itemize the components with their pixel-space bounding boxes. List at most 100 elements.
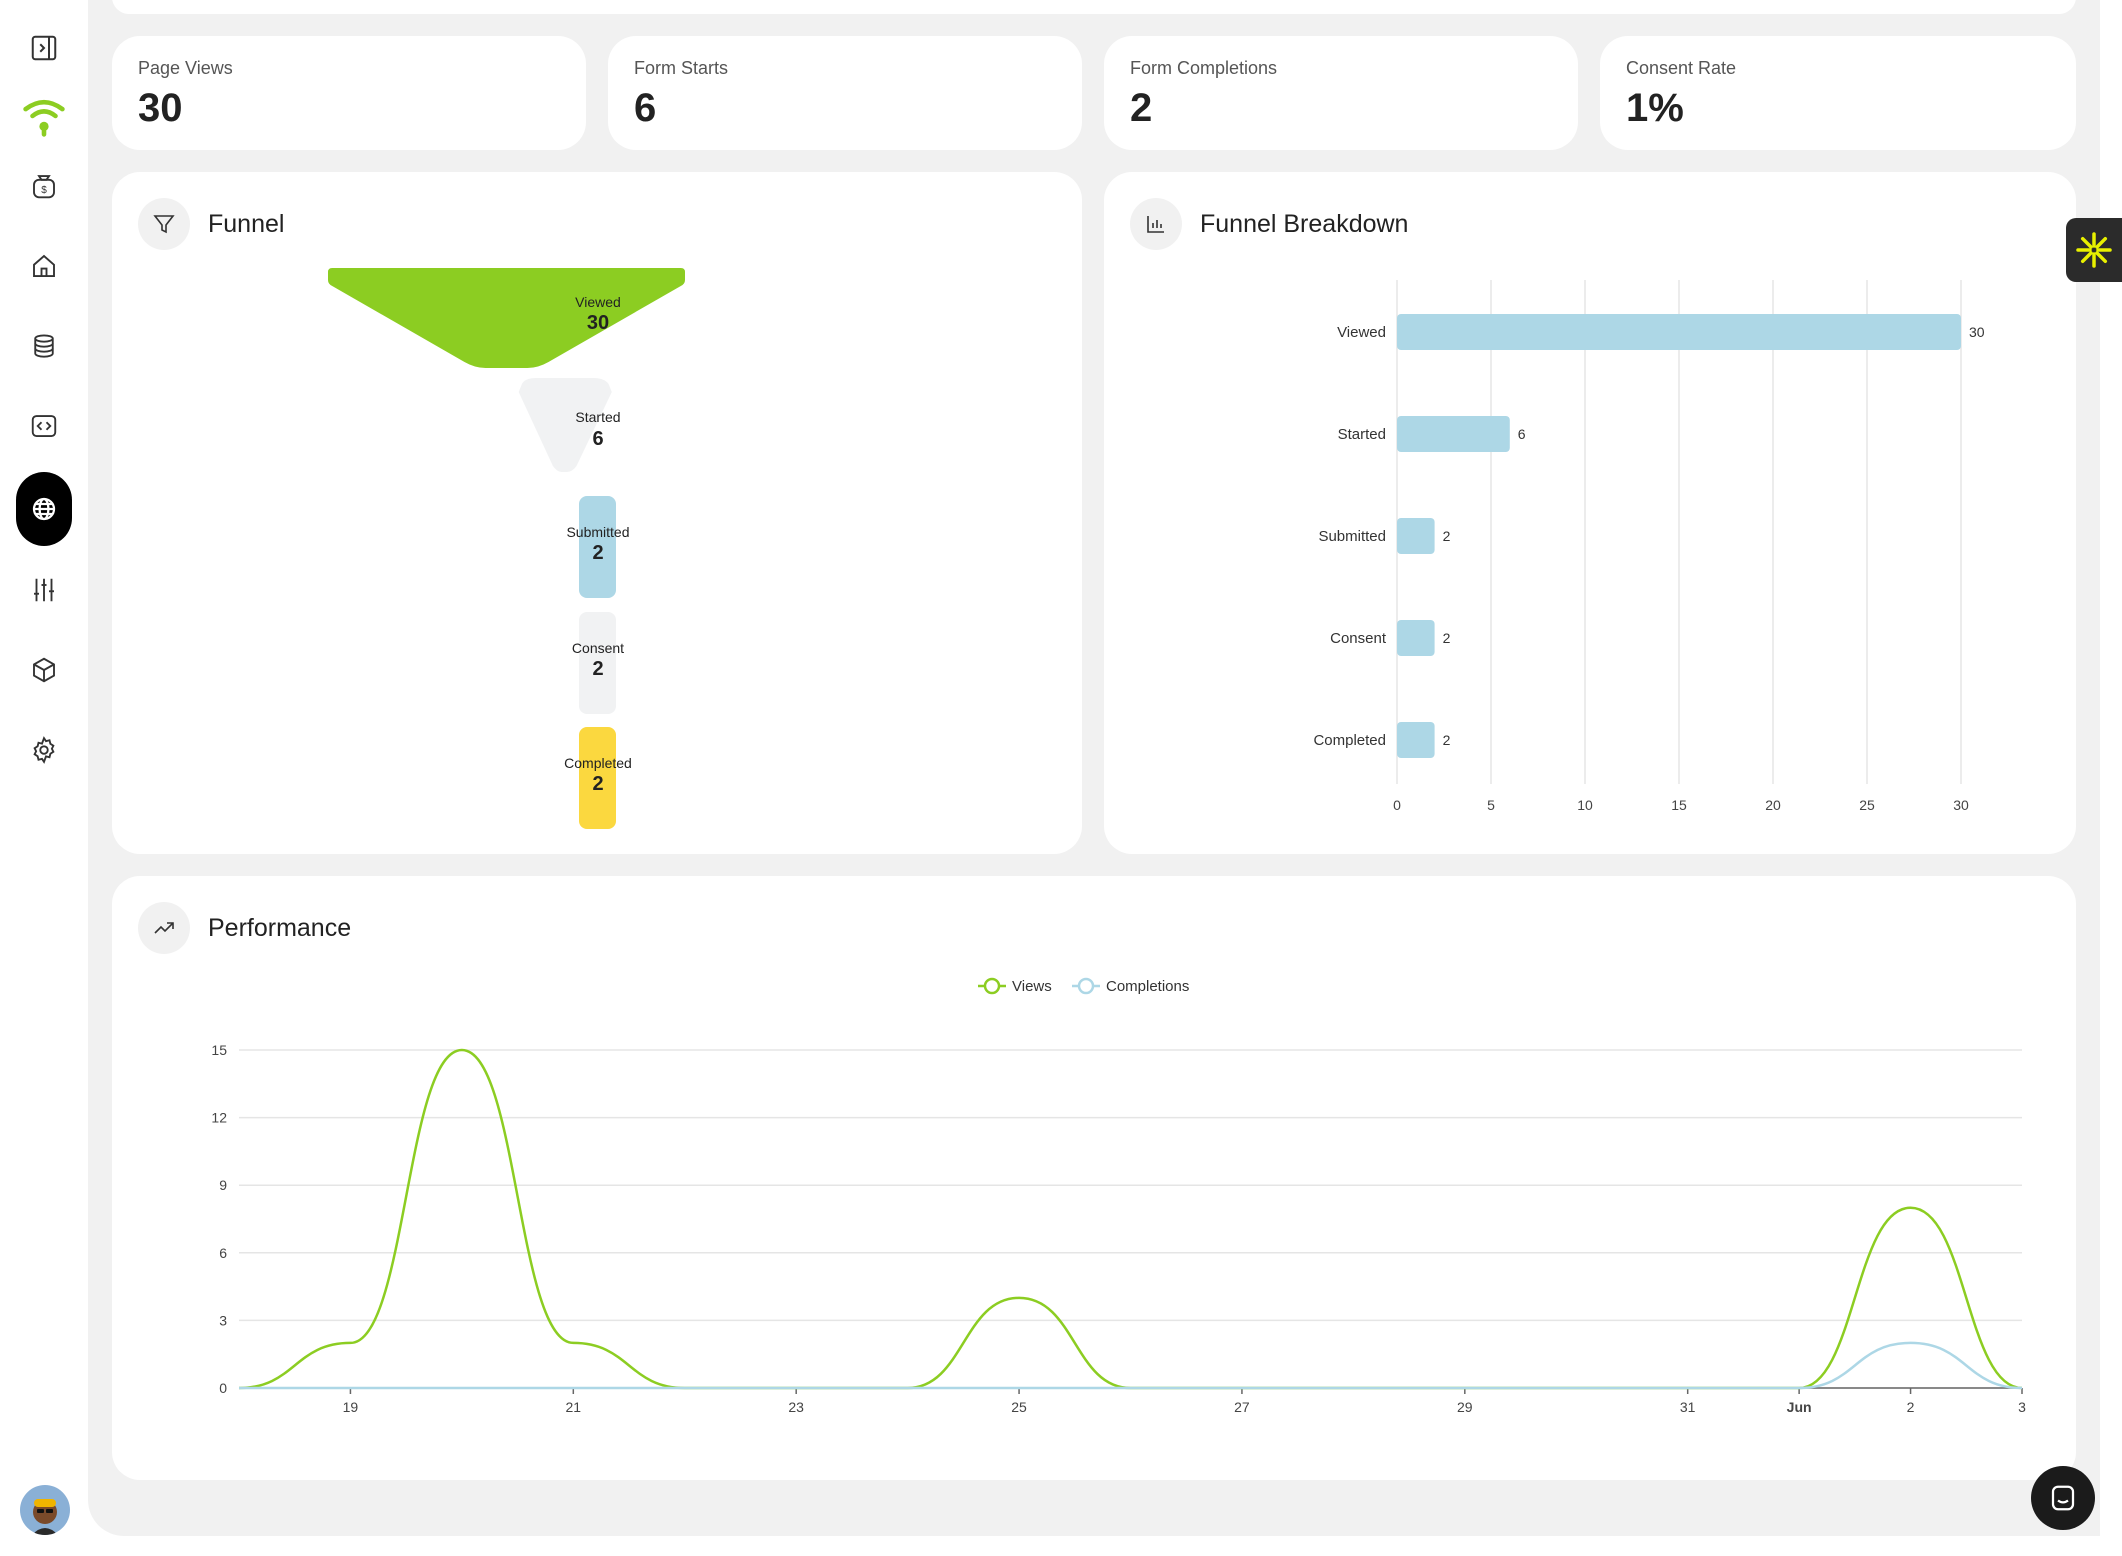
x-tick-label: 27 <box>1234 1399 1250 1415</box>
stat-card-consent-rate: Consent Rate 1% <box>1600 36 2076 150</box>
svg-text:$: $ <box>41 185 47 196</box>
performance-header-icon <box>138 902 190 954</box>
sidebar-item-products[interactable] <box>16 642 72 698</box>
bar-data-label: 2 <box>1443 630 1451 646</box>
money-bag-icon: $ <box>33 175 55 199</box>
funnel-title: Funnel <box>208 210 285 238</box>
stat-value: 2 <box>1130 86 1153 130</box>
funnel-label-completed: Completed <box>564 755 632 771</box>
stat-label: Consent Rate <box>1626 58 1737 78</box>
bar-data-label: 2 <box>1443 732 1451 748</box>
sidebar-item-home[interactable] <box>16 238 72 294</box>
y-tick-label: 3 <box>219 1312 227 1328</box>
y-tick-label: 12 <box>211 1110 227 1126</box>
bar <box>1397 620 1435 656</box>
stat-value: 6 <box>634 86 657 130</box>
x-tick-label: 3 <box>2018 1399 2026 1415</box>
user-avatar-icon <box>32 1499 58 1535</box>
globe-icon <box>32 497 56 521</box>
x-tick-label: 0 <box>1393 797 1401 813</box>
bar-data-label: 30 <box>1969 324 1985 340</box>
funnel-stage-submitted <box>579 496 616 598</box>
funnel-value-submitted: 2 <box>592 542 604 564</box>
y-category-label: Started <box>1338 426 1386 443</box>
chat-support-button[interactable] <box>2031 1466 2095 1530</box>
x-tick-label: 19 <box>343 1399 359 1415</box>
y-tick-label: 6 <box>219 1245 227 1261</box>
bar <box>1397 314 1961 350</box>
database-icon <box>34 334 54 358</box>
x-tick-label: 2 <box>1907 1399 1915 1415</box>
y-category-label: Viewed <box>1337 324 1386 341</box>
stat-label: Page Views <box>138 58 233 78</box>
legend-marker <box>1077 977 1095 995</box>
sidebar-toggle-button[interactable] <box>16 20 72 76</box>
sidebar-item-billing[interactable]: $ <box>16 158 72 214</box>
stat-label: Form Completions <box>1130 58 1278 78</box>
gear-icon <box>33 736 55 764</box>
bar-chart-icon <box>1147 216 1164 233</box>
y-category-label: Submitted <box>1318 528 1386 545</box>
x-tick-label: 10 <box>1577 797 1593 813</box>
stat-value: 1% <box>1626 86 1684 130</box>
stat-label: Form Starts <box>634 58 729 78</box>
funnel-stage-consent <box>579 612 616 714</box>
funnel-label-submitted: Submitted <box>566 524 630 540</box>
sidebar-item-settings[interactable] <box>16 722 72 778</box>
trend-up-icon <box>154 922 174 934</box>
funnel-label-started: Started <box>575 409 621 425</box>
panel-toggle-icon <box>31 35 57 61</box>
bar-data-label: 6 <box>1518 426 1526 442</box>
x-tick-label: 20 <box>1765 797 1781 813</box>
stat-card-form-starts: Form Starts 6 <box>608 36 1082 150</box>
funnel-card: Funnel Viewed 30 Started 6 Submitted 2 C… <box>112 172 1082 854</box>
sidebar-item-code[interactable] <box>16 398 72 454</box>
wifi-logo-icon <box>23 99 65 137</box>
logo-button[interactable] <box>16 88 72 144</box>
sidebar-item-settings-sliders[interactable] <box>16 562 72 618</box>
funnel-label-consent: Consent <box>571 640 625 656</box>
top-card-edge <box>112 0 2076 14</box>
x-tick-label: 25 <box>1859 797 1875 813</box>
x-tick-label: 31 <box>1680 1399 1696 1415</box>
code-icon <box>31 415 57 437</box>
funnel-value-viewed: 30 <box>586 312 610 334</box>
floating-widget-button[interactable] <box>2066 218 2122 282</box>
home-icon <box>33 254 55 277</box>
x-tick-label: 29 <box>1457 1399 1473 1415</box>
performance-title: Performance <box>208 914 352 942</box>
sidebar: $ <box>0 0 88 1556</box>
y-tick-label: 15 <box>211 1042 227 1058</box>
bar-data-label: 2 <box>1443 528 1451 544</box>
y-category-label: Consent <box>1330 630 1387 647</box>
sidebar-item-database[interactable] <box>16 318 72 374</box>
x-tick-label: Jun <box>1787 1399 1812 1415</box>
x-tick-label: 25 <box>1011 1399 1027 1415</box>
performance-card: Performance 0 3 6 9 12 15 19 21 23 25 27 29 31 Jun 2 3 V… <box>112 876 2076 1480</box>
chat-icon <box>2051 1485 2075 1511</box>
funnel-stage-started <box>518 378 612 472</box>
filter-icon <box>153 215 175 234</box>
series-line-completions <box>238 1341 2023 1390</box>
funnel-value-completed: 2 <box>592 773 604 795</box>
breakdown-title: Funnel Breakdown <box>1200 210 1409 238</box>
legend-label: Views <box>1012 978 1052 995</box>
funnel-header-icon <box>138 198 190 250</box>
avatar[interactable] <box>20 1485 70 1535</box>
sliders-icon <box>34 578 54 602</box>
sidebar-item-sites[interactable] <box>16 472 72 546</box>
legend-label: Completions <box>1106 978 1189 995</box>
x-tick-label: 5 <box>1487 797 1495 813</box>
y-category-label: Completed <box>1313 732 1386 749</box>
stat-card-page-views: Page Views 30 <box>112 36 586 150</box>
y-tick-label: 9 <box>219 1177 227 1193</box>
funnel-value-started: 6 <box>592 428 604 450</box>
x-tick-label: 23 <box>788 1399 804 1415</box>
funnel-label-viewed: Viewed <box>575 294 621 310</box>
stat-value: 30 <box>138 86 183 130</box>
funnel-stage-completed <box>579 727 616 829</box>
main-content: Page Views 30 Form Starts 6 Form Complet… <box>88 0 2100 1536</box>
breakdown-header-icon <box>1130 198 1182 250</box>
funnel-breakdown-chart: 0 5 10 15 20 25 30 Viewed 30 Started 6 Submitted 2 Co… <box>1313 280 1985 813</box>
